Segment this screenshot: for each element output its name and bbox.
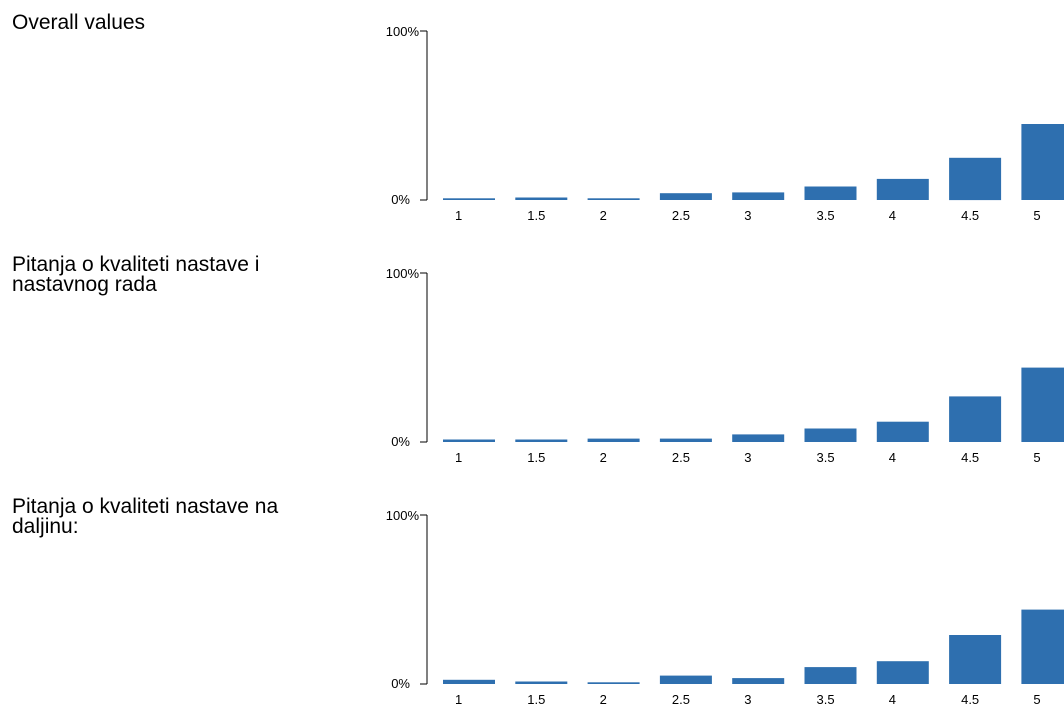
x-tick-label: 2 — [600, 208, 607, 223]
y-tick-label: 0% — [391, 192, 410, 207]
bar — [732, 678, 785, 684]
bar — [659, 675, 712, 684]
x-tick-label: 4.5 — [961, 692, 979, 707]
bar — [804, 186, 857, 200]
y-tick-label: 100% — [386, 508, 420, 523]
x-tick-label: 1 — [455, 208, 462, 223]
bar — [587, 682, 640, 684]
bar — [443, 679, 495, 684]
bar — [587, 438, 640, 442]
x-tick-label: 2.5 — [672, 450, 690, 465]
section-title: Pitanja o kvaliteti nastave i nastavnog … — [12, 253, 260, 296]
x-tick-label: 4 — [889, 208, 896, 223]
x-tick-label: 3.5 — [817, 208, 835, 223]
bar — [443, 439, 495, 442]
x-tick-label: 4 — [889, 692, 896, 707]
x-tick-label: 1.5 — [527, 450, 545, 465]
x-tick-label: 2.5 — [672, 692, 690, 707]
bar — [732, 434, 785, 442]
bar — [587, 198, 640, 200]
bar — [1021, 367, 1064, 442]
bar-chart: 100% 0% 1 1.5 2 2.5 3 3.5 4 4.5 5 — [386, 508, 1064, 707]
bar — [804, 428, 857, 442]
y-tick-label: 0% — [391, 434, 410, 449]
x-tick-label: 5 — [1033, 450, 1040, 465]
bar — [876, 178, 929, 200]
bar — [876, 421, 929, 442]
y-tick-label: 100% — [386, 266, 420, 281]
x-tick-label: 2 — [600, 450, 607, 465]
chart-section-nastave-rad: Pitanja o kvaliteti nastave i nastavnog … — [0, 242, 1064, 478]
x-tick-label: 1 — [455, 450, 462, 465]
x-tick-label: 4.5 — [961, 450, 979, 465]
bar — [804, 667, 857, 684]
bar — [1021, 609, 1064, 684]
x-tick-label: 2 — [600, 692, 607, 707]
bar — [949, 635, 1002, 684]
x-tick-label: 1.5 — [527, 692, 545, 707]
bar — [515, 681, 568, 684]
bar — [732, 192, 785, 200]
x-tick-label: 5 — [1033, 208, 1040, 223]
y-tick-label: 0% — [391, 676, 410, 691]
chart-section-overall: Overall values 100% 0% 1 1.5 2 2.5 3 3.5 4 4.5 5 — [0, 0, 1064, 236]
x-tick-label: 3.5 — [817, 450, 835, 465]
x-tick-label: 1.5 — [527, 208, 545, 223]
y-tick-label: 100% — [386, 24, 420, 39]
x-tick-label: 3 — [744, 450, 751, 465]
chart-section-nastave-daljinu: Pitanja o kvaliteti nastave na daljinu: … — [0, 484, 1064, 720]
x-tick-label: 4 — [889, 450, 896, 465]
x-tick-label: 3 — [744, 208, 751, 223]
bar — [949, 396, 1002, 442]
bar — [515, 439, 568, 442]
bar — [515, 197, 568, 200]
bar-chart: 100% 0% 1 1.5 2 2.5 3 3.5 4 4.5 5 — [386, 266, 1064, 465]
section-title: Overall values — [12, 11, 146, 34]
bar — [659, 193, 712, 200]
x-tick-label: 4.5 — [961, 208, 979, 223]
x-tick-label: 1 — [455, 692, 462, 707]
section-title: Pitanja o kvaliteti nastave na daljinu: — [12, 495, 279, 538]
x-tick-label: 3 — [744, 692, 751, 707]
bar — [1021, 124, 1064, 200]
bar — [443, 198, 495, 200]
bar — [876, 661, 929, 684]
x-tick-label: 5 — [1033, 692, 1040, 707]
bar — [659, 438, 712, 442]
bar-chart: 100% 0% 1 1.5 2 2.5 3 3.5 4 4.5 5 — [386, 24, 1064, 223]
x-tick-label: 3.5 — [817, 692, 835, 707]
bar — [949, 157, 1002, 201]
x-tick-label: 2.5 — [672, 208, 690, 223]
